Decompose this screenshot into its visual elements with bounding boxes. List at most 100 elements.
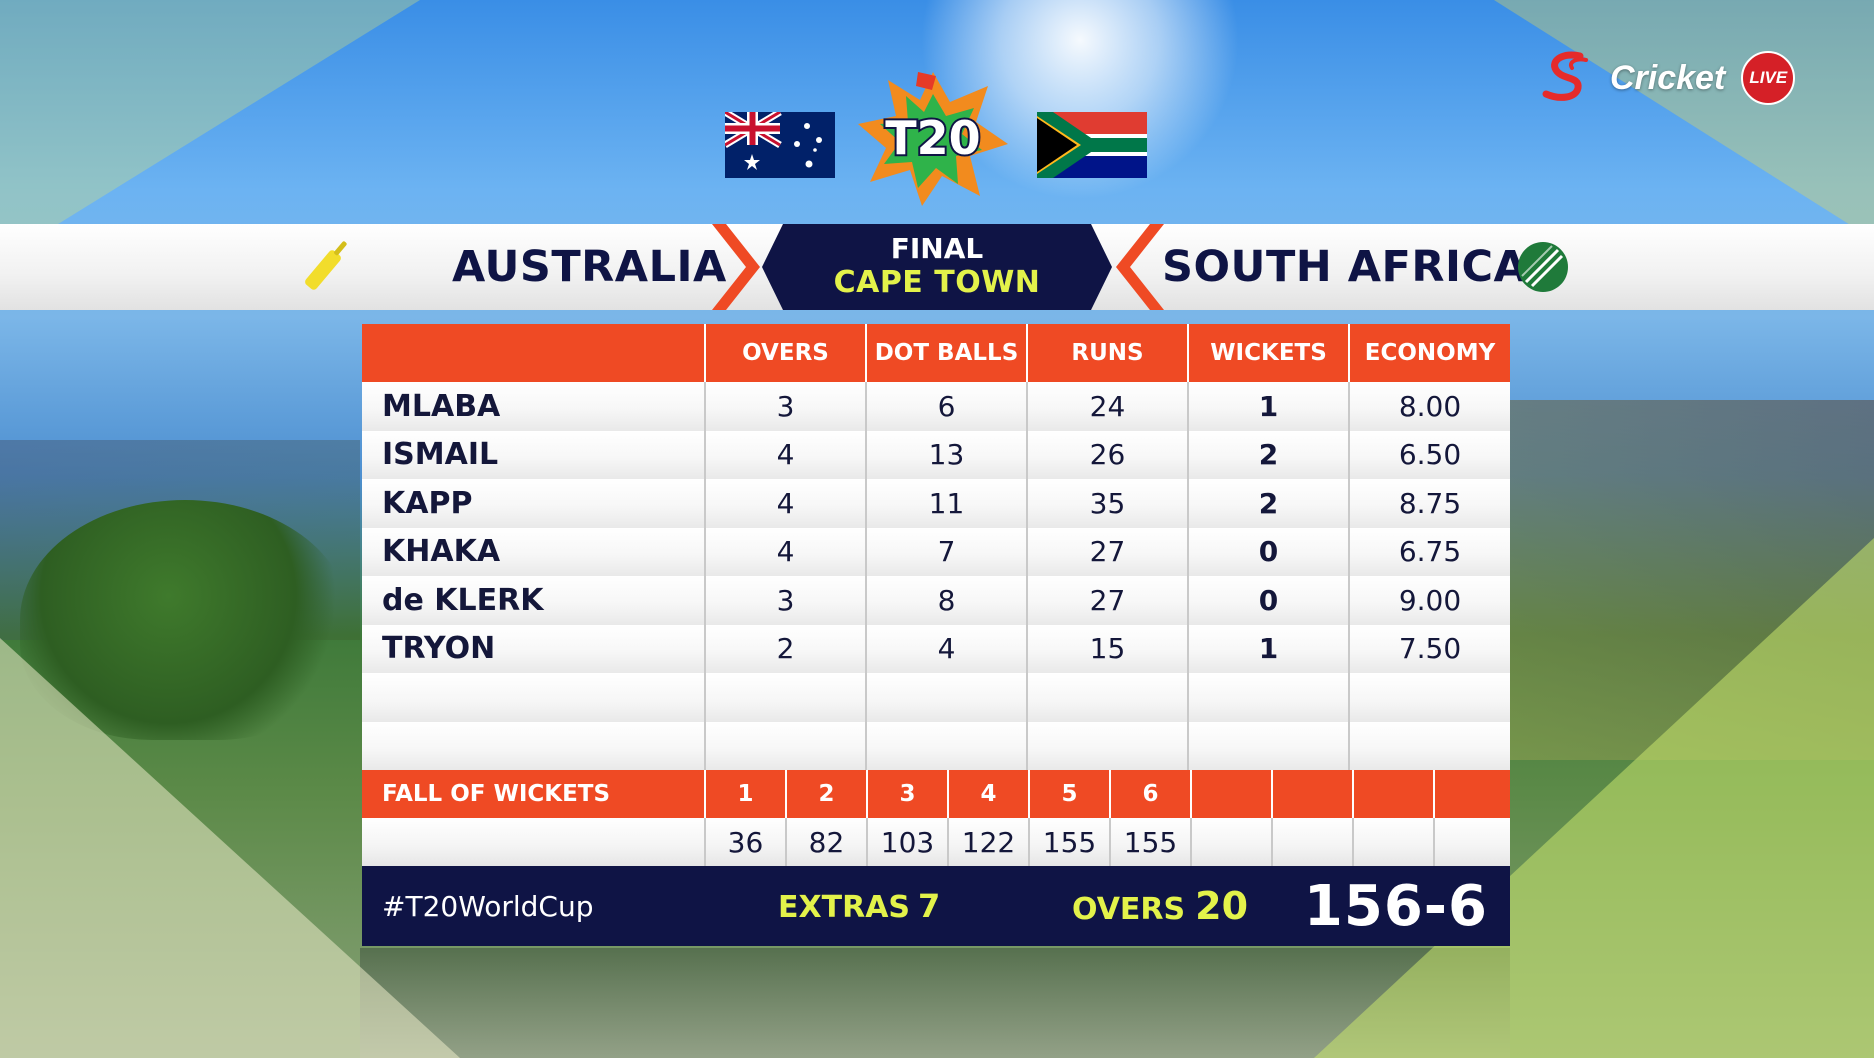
fow-score: [1271, 818, 1352, 866]
bowler-wickets: 0: [1187, 527, 1348, 576]
bowler-name: [362, 673, 704, 722]
fow-score: 103: [866, 818, 947, 866]
bowler-dot-balls: 13: [865, 430, 1026, 479]
bowler-dot-balls: 7: [865, 527, 1026, 576]
header-name: [362, 324, 704, 382]
header-wickets: WICKETS: [1187, 324, 1348, 382]
fow-number: 2: [785, 770, 866, 818]
svg-text:T20: T20: [885, 111, 980, 165]
graphic-shape: [0, 0, 420, 260]
bowler-runs: 27: [1026, 576, 1187, 625]
table-header: OVERS DOT BALLS RUNS WICKETS ECONOMY: [362, 324, 1510, 382]
bowler-economy: 8.75: [1348, 479, 1510, 528]
overs-value: 20: [1195, 884, 1249, 928]
fow-number: 6: [1109, 770, 1190, 818]
broadcaster-name: Cricket: [1610, 58, 1726, 97]
extras-label: EXTRAS: [778, 890, 911, 925]
extras: EXTRAS 7: [778, 887, 940, 925]
bowler-name: ISMAIL: [382, 437, 499, 473]
bowler-name: [362, 722, 704, 771]
bowler-wickets: 2: [1187, 479, 1348, 528]
bowler-runs: 27: [1026, 527, 1187, 576]
bowler-dot-balls: [865, 673, 1026, 722]
bowler-overs: [704, 673, 865, 722]
australia-flag-icon: [725, 112, 835, 178]
bowler-name: KHAKA: [382, 534, 501, 570]
fow-score: 122: [947, 818, 1028, 866]
table-row: KHAKA 4 7 27 0 6.75: [362, 527, 1510, 576]
header-economy: ECONOMY: [1348, 324, 1510, 382]
bowler-wickets: 1: [1187, 382, 1348, 431]
header-overs: OVERS: [704, 324, 865, 382]
header-dot-balls: DOT BALLS: [865, 324, 1026, 382]
overs-label: OVERS: [1072, 892, 1186, 927]
bowler-dot-balls: 6: [865, 382, 1026, 431]
table-row: ISMAIL 4 13 26 2 6.50: [362, 430, 1510, 479]
table-row: MLABA 3 6 24 1 8.00: [362, 382, 1510, 431]
match-stage: FINAL: [890, 232, 984, 265]
fow-number: [1433, 770, 1510, 818]
fall-of-wickets-label: FALL OF WICKETS: [382, 781, 611, 807]
bowler-wickets: [1187, 721, 1348, 770]
bowler-economy: 7.50: [1348, 624, 1510, 673]
bowler-wickets: 1: [1187, 624, 1348, 673]
innings-summary: #T20WorldCup EXTRAS 7 OVERS 20 156-6: [362, 866, 1510, 946]
bowler-economy: 9.00: [1348, 576, 1510, 625]
fow-score-spacer: [362, 818, 704, 866]
fow-number: 4: [947, 770, 1028, 818]
chevron-left-icon: [1116, 224, 1164, 310]
bowler-overs: 4: [704, 430, 865, 479]
fow-number: [1352, 770, 1433, 818]
fall-of-wickets-scores: 36 82 103 122 155 155: [362, 818, 1510, 866]
fow-score: 36: [704, 818, 785, 866]
overs: OVERS 20: [1072, 884, 1248, 928]
fow-number: 1: [704, 770, 785, 818]
bowler-overs: 4: [704, 479, 865, 528]
table-row: [362, 673, 1510, 722]
bowler-overs: 3: [704, 382, 865, 431]
fow-score: [1433, 818, 1510, 866]
bowler-runs: 35: [1026, 479, 1187, 528]
south-africa-flag-icon: [1037, 112, 1147, 178]
live-badge: LIVE: [1741, 51, 1796, 105]
bowler-name: de KLERK: [382, 582, 544, 618]
batting-team-name: AUSTRALIA: [452, 242, 727, 292]
match-info: FINAL CAPE TOWN: [762, 224, 1112, 310]
chevron-right-icon: [712, 224, 760, 310]
fow-score: 155: [1109, 818, 1190, 866]
bowler-wickets: 0: [1187, 576, 1348, 625]
bowler-runs: 26: [1026, 430, 1187, 479]
bowler-wickets: 2: [1187, 430, 1348, 479]
table-row: [362, 721, 1510, 771]
bowler-runs: 15: [1026, 624, 1187, 673]
t20-world-cup-logo-icon: T20: [858, 72, 1008, 206]
bowler-wickets: [1187, 673, 1348, 722]
fow-number: [1190, 770, 1271, 818]
fow-score: [1190, 818, 1271, 866]
bowler-overs: 4: [704, 527, 865, 576]
bowler-dot-balls: [865, 721, 1026, 770]
extras-value: 7: [918, 887, 941, 925]
fow-number: 3: [866, 770, 947, 818]
broadcaster-logo: Cricket LIVE: [1540, 50, 1796, 106]
bowler-dot-balls: 11: [865, 479, 1026, 528]
table-row: TRYON 2 4 15 1 7.50: [362, 624, 1510, 673]
fow-number: [1271, 770, 1352, 818]
bowler-overs: 2: [704, 624, 865, 673]
bowler-name: KAPP: [382, 485, 473, 521]
bowler-overs: [704, 721, 865, 770]
bowler-name: TRYON: [382, 631, 496, 667]
bowler-runs: [1026, 721, 1187, 770]
bowling-team-name: SOUTH AFRICA: [1162, 242, 1528, 292]
fow-score: 155: [1028, 818, 1109, 866]
match-venue: CAPE TOWN: [833, 265, 1041, 300]
bowler-economy: 8.00: [1348, 382, 1510, 431]
bowler-runs: 24: [1026, 382, 1187, 431]
bowler-overs: 3: [704, 576, 865, 625]
bowling-scorecard: OVERS DOT BALLS RUNS WICKETS ECONOMY MLA…: [362, 324, 1510, 946]
bowler-economy: 6.75: [1348, 527, 1510, 576]
fall-of-wickets-header: FALL OF WICKETS 1 2 3 4 5 6: [362, 770, 1510, 818]
bowler-dot-balls: 4: [865, 624, 1026, 673]
bowler-economy: [1348, 721, 1510, 770]
supersport-logo-icon: [1540, 50, 1600, 106]
